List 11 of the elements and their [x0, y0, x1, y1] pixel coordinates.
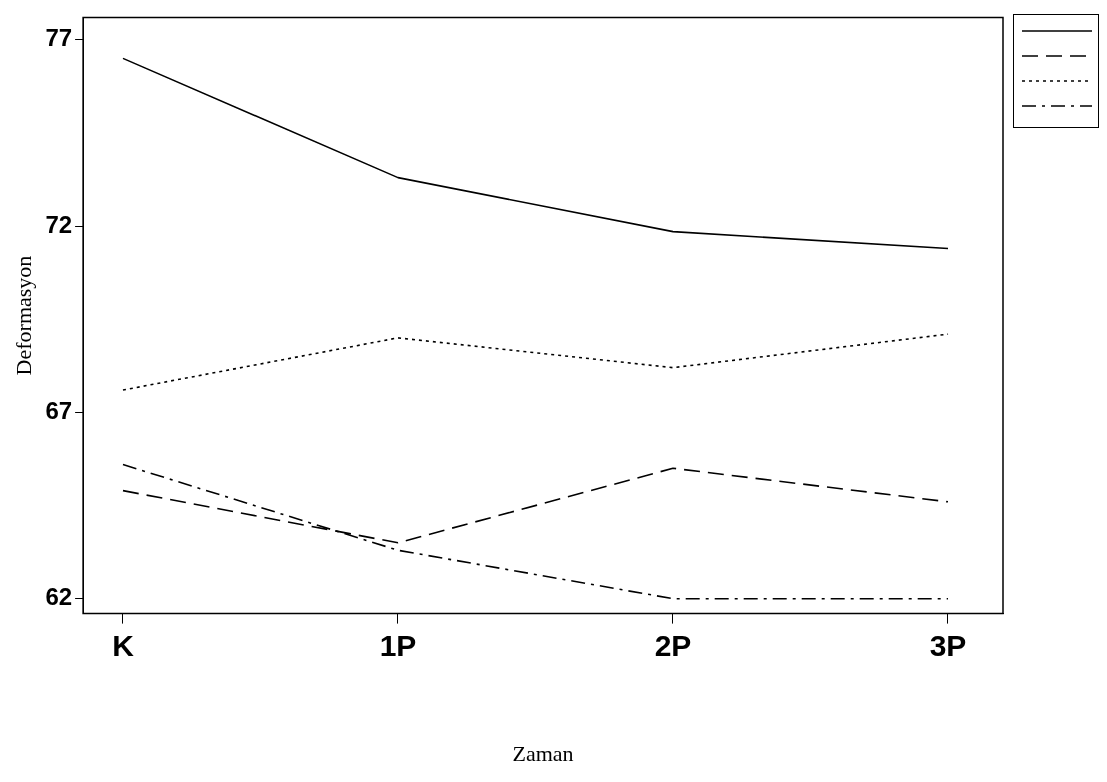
y-tick-label: 77 — [45, 24, 73, 52]
x-tick-label: 1P — [379, 628, 417, 662]
y-tick-label: 72 — [45, 210, 73, 238]
x-tick-label: 3P — [929, 628, 967, 662]
x-tick-label: 2P — [654, 628, 692, 662]
y-axis-title: Deformasyon — [10, 255, 36, 376]
x-axis-title: Zaman — [512, 740, 574, 766]
line-series — [122, 333, 949, 391]
y-tick-label: 67 — [45, 397, 73, 425]
x-tick-label: K — [112, 628, 135, 662]
y-tick-label: 62 — [45, 583, 73, 611]
